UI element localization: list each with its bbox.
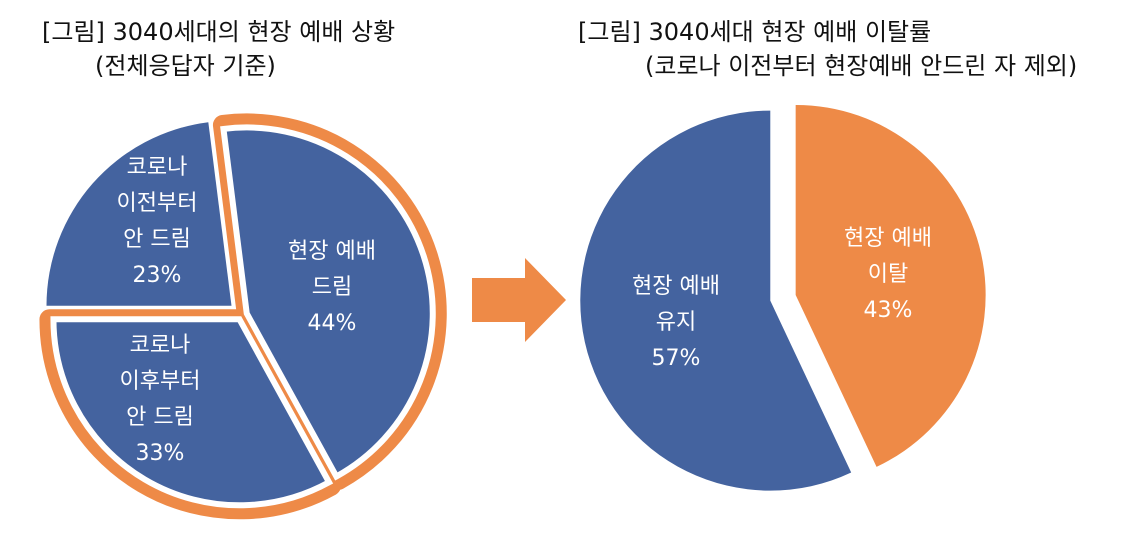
chart1-slice0-label-line: 현장 예배	[844, 226, 932, 251]
chart1-slice1-label-line: 현장 예배	[632, 274, 720, 299]
chart0-slice1-percent-label: 44%	[308, 311, 357, 336]
chart0-slice1-label-line: 현장 예배	[288, 239, 376, 264]
left-chart-title: [그림] 3040세대의 현장 예배 상황	[42, 18, 396, 46]
chart0-slice2-percent-label: 33%	[136, 441, 185, 466]
chart1-slice1	[580, 110, 852, 491]
chart1-slice0	[795, 104, 986, 467]
right-chart-subtitle: (코로나 이전부터 현장예배 안드린 자 제외)	[645, 52, 1078, 80]
chart1-slice0-percent-label: 43%	[864, 298, 913, 323]
chart0-slice0	[46, 122, 232, 306]
chart0-slice0-label-line: 이전부터	[117, 191, 198, 216]
right-chart-title: [그림] 3040세대 현장 예배 이탈률	[578, 18, 932, 46]
chart0-slice0-percent-label: 23%	[133, 263, 182, 288]
chart0-slice2-label-line: 이후부터	[120, 369, 201, 394]
chart1-slice1-label-line: 유지	[656, 310, 696, 335]
chart0-slice2	[50, 316, 334, 509]
chart0-slice0-label-line: 안 드림	[123, 227, 191, 252]
chart0-slice1	[220, 124, 436, 481]
chart0-slice1-label-line: 드림	[312, 275, 352, 300]
right-arrow	[472, 258, 566, 342]
left-chart-subtitle: (전체응답자 기준)	[95, 52, 276, 80]
chart0-slice2-label-line: 코로나	[130, 333, 191, 358]
chart1-slice0-label-line: 이탈	[868, 262, 908, 287]
chart1-slice1-percent-label: 57%	[652, 346, 701, 371]
chart0-slice2-label-line: 안 드림	[126, 405, 194, 430]
chart0-slice0-label-line: 코로나	[127, 155, 188, 180]
